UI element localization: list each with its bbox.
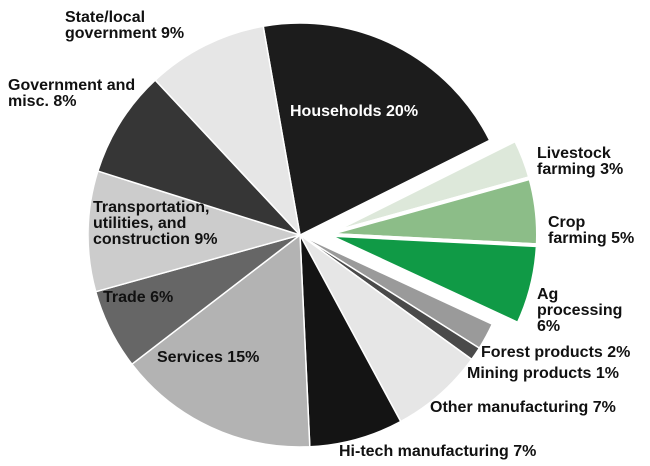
category-label: Hi-tech manufacturing [339, 443, 509, 460]
slice-label: State/local government 9% [65, 10, 185, 42]
pie-slice [97, 79, 301, 236]
category-label: State/local government [65, 9, 157, 42]
category-label: Forest products [481, 344, 603, 361]
slice-label: Transportation, utilities, and construct… [93, 200, 228, 248]
category-label: Crop farming [548, 214, 607, 247]
category-label: Government and misc. [8, 77, 136, 110]
slice-label: Hi-tech manufacturing 7% [339, 444, 599, 460]
value-label: 1% [595, 365, 620, 382]
pie-slice [323, 232, 540, 326]
pie-slice [154, 25, 301, 236]
pie-slice [131, 234, 311, 448]
slice-label: Forest products 2% [481, 345, 650, 361]
slice-label: Households 20% [290, 104, 465, 120]
category-label: Livestock farming [537, 145, 611, 178]
value-label: 9% [161, 25, 185, 42]
value-label: 6% [537, 318, 561, 335]
value-label: 7% [513, 443, 537, 460]
category-label: Transportation, utilities, and construct… [93, 199, 210, 248]
slice-label: Trade 6% [103, 290, 203, 306]
pie-slice [262, 22, 491, 236]
slice-label: Services 15% [157, 350, 307, 366]
value-label: 8% [53, 93, 77, 110]
slice-label: Crop farming 5% [548, 215, 643, 247]
category-label: Services [157, 349, 223, 366]
value-label: 2% [607, 344, 631, 361]
slice-label: Livestock farming 3% [537, 146, 642, 178]
value-label: 20% [386, 103, 419, 120]
value-label: 3% [600, 161, 624, 178]
category-label: Ag processing [537, 286, 623, 319]
value-label: 5% [611, 230, 635, 247]
value-label: 9% [194, 231, 218, 248]
slice-label: Other manufacturing 7% [430, 400, 650, 416]
value-label: 7% [592, 399, 616, 416]
category-label: Trade [103, 289, 146, 306]
category-label: Other manufacturing [430, 399, 589, 416]
category-label: Mining products [467, 365, 592, 382]
category-label: Households [290, 103, 382, 120]
value-label: 6% [150, 289, 174, 306]
slice-label: Government and misc. 8% [8, 78, 148, 110]
slice-label: Ag processing 6% [537, 287, 647, 335]
pie-slice [87, 170, 301, 293]
slice-label: Mining products 1% [467, 366, 647, 382]
value-label: 15% [227, 349, 260, 366]
